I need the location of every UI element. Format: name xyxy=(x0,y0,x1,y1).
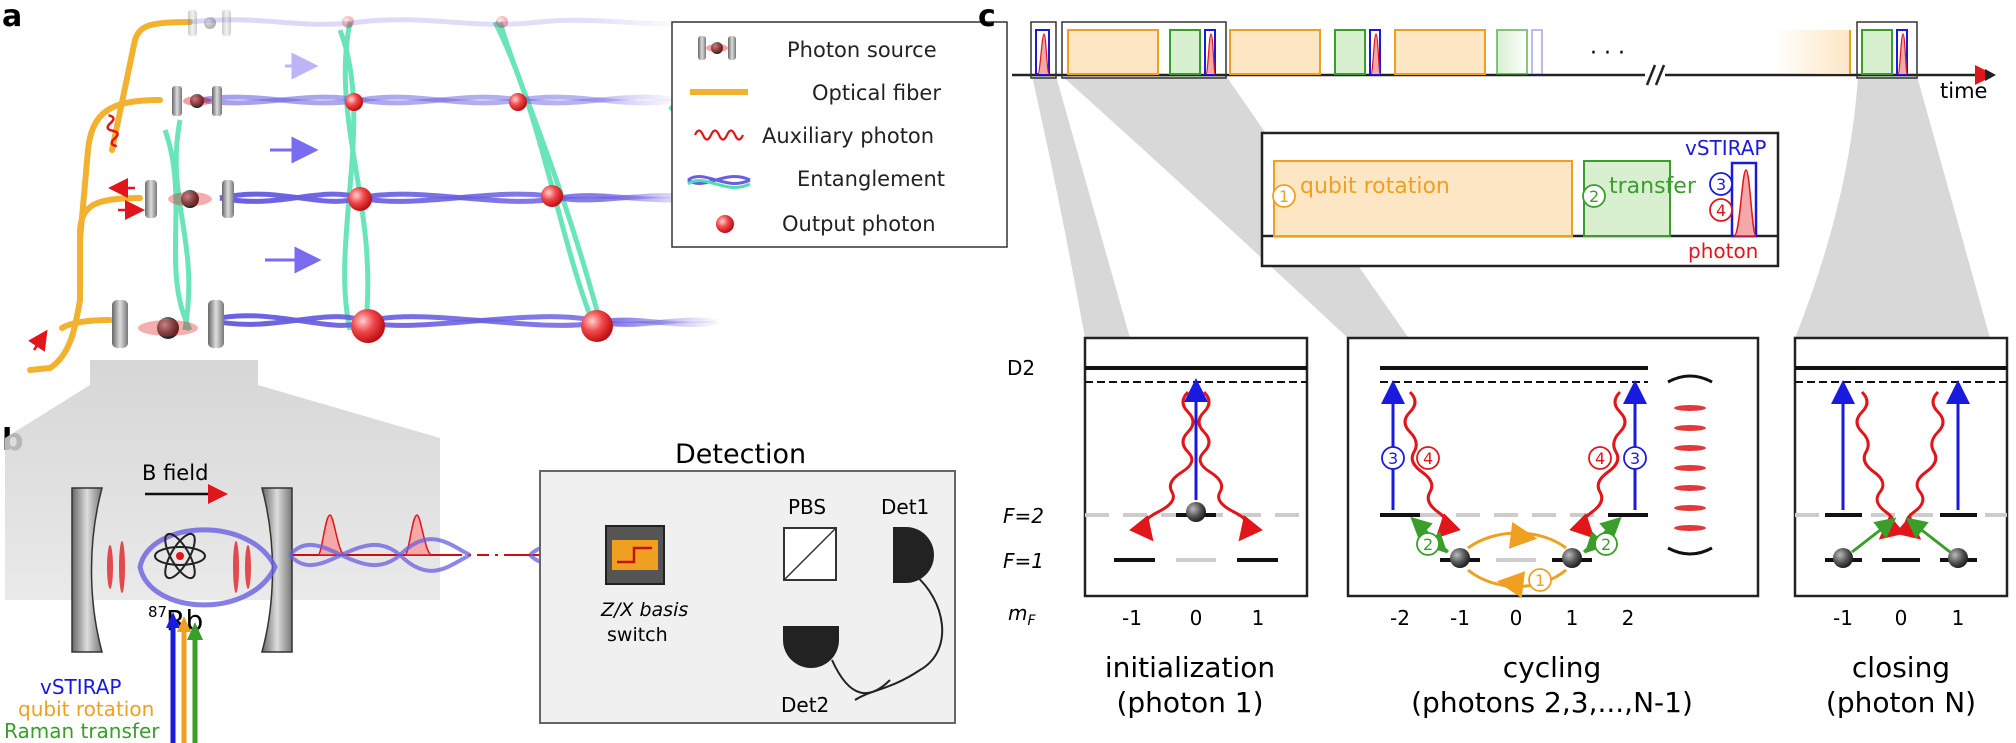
photon-source-row-2 xyxy=(145,180,234,218)
cycle-step-2-right: 2 xyxy=(1601,535,1611,554)
zoom-step-3: 3 xyxy=(1716,175,1726,194)
zoom-step-4: 4 xyxy=(1716,201,1726,220)
closing-tick: 0 xyxy=(1895,606,1908,630)
caption-init-title: initialization xyxy=(1105,651,1275,684)
b-field-label: B field xyxy=(142,461,208,485)
det2-icon xyxy=(783,626,891,695)
photon-source-row-4 xyxy=(188,10,231,36)
caption-cycling-title: cycling xyxy=(1503,651,1601,684)
caption-closing-subtitle: (photon N) xyxy=(1826,686,1976,719)
beam-label-raman-transfer: Raman transfer xyxy=(4,719,160,743)
level-label-mf: mF xyxy=(1008,601,1036,629)
level-label-d2: D2 xyxy=(1007,356,1035,380)
step-circles-cycling xyxy=(1381,446,1647,592)
zoom-step-1: 1 xyxy=(1279,187,1289,206)
time-label: time xyxy=(1940,79,1987,103)
captions: initialization (photon 1) cycling (photo… xyxy=(1105,651,1976,719)
rb-mass-number: 87 xyxy=(148,603,167,621)
timeline-zoom-boxes xyxy=(1030,21,1918,79)
legend-optical-fiber: Optical fiber xyxy=(812,81,941,105)
panel-label-c: c xyxy=(978,0,996,34)
beam-label-qubit-rotation: qubit rotation xyxy=(18,697,154,721)
zoom-label-photon: photon xyxy=(1688,239,1758,263)
init-tick: -1 xyxy=(1122,606,1142,630)
zoom-funnels xyxy=(1032,76,1990,340)
timeline-pulses xyxy=(1035,29,1908,75)
legend-output-photon: Output photon xyxy=(782,212,936,236)
det1-label: Det1 xyxy=(881,495,929,519)
cycle-zoom-box xyxy=(1260,131,1780,268)
init-ticks: -1 0 1 xyxy=(1122,606,1264,630)
step-circles-zoom xyxy=(1272,172,1733,222)
legend-auxiliary-photon: Auxiliary photon xyxy=(762,124,934,148)
legend-photon-source: Photon source xyxy=(787,38,937,62)
zoom-label-qubit-rotation: qubit rotation xyxy=(1300,174,1450,199)
closing-tick: 1 xyxy=(1952,606,1965,630)
switch-label-2: switch xyxy=(607,624,668,646)
timeline-ellipsis: · · · xyxy=(1590,41,1625,66)
zoom-label-vstirap: vSTIRAP xyxy=(1685,136,1766,160)
photon-source-row-1 xyxy=(112,300,224,348)
pbs-cube-icon xyxy=(783,527,837,581)
auxiliary-photon xyxy=(106,114,119,148)
fiber-end-pulse-arrow xyxy=(28,329,48,352)
zoom-step-2: 2 xyxy=(1589,187,1599,206)
entanglement-green xyxy=(162,20,690,342)
closing-diagram xyxy=(1793,336,2009,598)
basis-switch-icon xyxy=(605,525,665,585)
level-label-f2: F=2 xyxy=(1003,504,1044,528)
feedback-arrows xyxy=(108,178,145,220)
cavity-mode-entanglement xyxy=(137,527,278,608)
cycling-tick: 0 xyxy=(1510,606,1523,630)
cavity-mirror-left xyxy=(71,487,103,653)
propagation-arrows xyxy=(265,52,322,274)
init-tick: 1 xyxy=(1252,606,1265,630)
closing-tick: -1 xyxy=(1833,606,1853,630)
photon-source-row-3 xyxy=(172,86,222,116)
cycling-ticks: -2 -1 0 1 2 xyxy=(1390,606,1634,630)
control-beams xyxy=(166,612,203,743)
legend-auxiliary-photon-icon xyxy=(693,129,745,141)
pbs-label: PBS xyxy=(788,495,826,519)
legend-output-photon-icon xyxy=(716,215,734,233)
zoom-label-transfer: transfer xyxy=(1609,174,1697,199)
caption-closing-title: closing xyxy=(1852,651,1950,684)
init-diagram xyxy=(1083,336,1309,598)
cycle-step-4-left: 4 xyxy=(1423,449,1433,468)
cycling-tick: 2 xyxy=(1622,606,1635,630)
cycle-step-1: 1 xyxy=(1535,571,1545,590)
cavity-field xyxy=(107,541,251,593)
cycling-tick: -2 xyxy=(1390,606,1410,630)
cycle-step-4-right: 4 xyxy=(1595,449,1605,468)
beam-label-vstirap: vSTIRAP xyxy=(40,675,121,699)
cycling-tick: 1 xyxy=(1566,606,1579,630)
switch-label-1: Z/X basis xyxy=(600,599,688,621)
cycle-step-3-left: 3 xyxy=(1388,449,1398,468)
legend-entanglement: Entanglement xyxy=(797,167,945,191)
legend-entanglement-icon xyxy=(687,175,751,189)
cycling-tick: -1 xyxy=(1450,606,1470,630)
det2-label: Det2 xyxy=(781,693,829,717)
output-photons xyxy=(342,16,613,343)
init-tick: 0 xyxy=(1190,606,1203,630)
legend: Photon source Optical fiber Auxiliary ph… xyxy=(671,21,1008,248)
cavity-mirror-right xyxy=(261,487,293,653)
panel-label-a: a xyxy=(2,0,22,34)
detection-title: Detection xyxy=(675,439,806,470)
cycle-step-2-left: 2 xyxy=(1423,535,1433,554)
cycling-diagram xyxy=(1346,336,1760,599)
entanglement-blue xyxy=(189,17,721,328)
caption-cycling-subtitle: (photons 2,3,...,N-1) xyxy=(1411,686,1693,719)
optical-fiber-tree xyxy=(27,19,193,373)
closing-ticks: -1 0 1 xyxy=(1833,606,1964,630)
cycle-step-3-right: 3 xyxy=(1630,449,1640,468)
caption-init-subtitle: (photon 1) xyxy=(1116,686,1263,719)
legend-photon-source-icon xyxy=(698,36,736,60)
detection-box xyxy=(539,470,956,724)
rb-atom-icon xyxy=(154,532,206,580)
level-label-f1: F=1 xyxy=(1003,549,1044,573)
